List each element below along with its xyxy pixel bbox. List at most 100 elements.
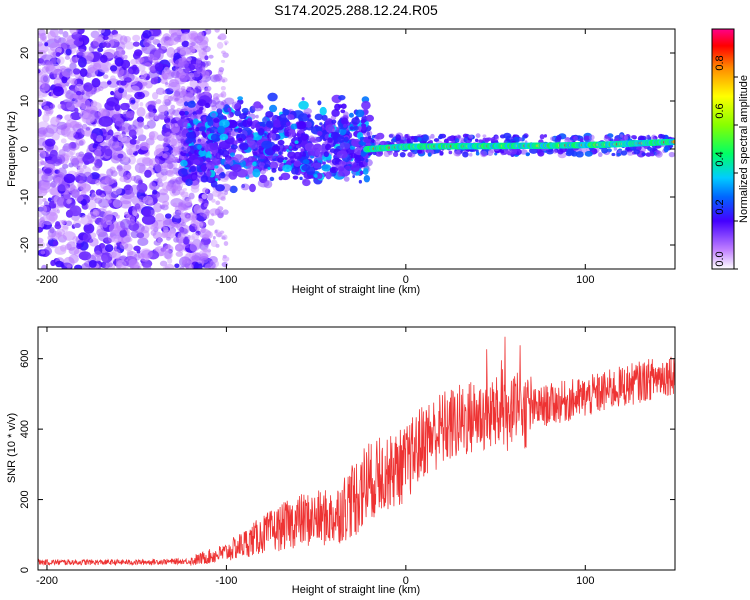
spectrogram-cell <box>310 136 315 140</box>
spectrogram-cell <box>348 112 354 118</box>
spectrogram-cell <box>124 41 135 50</box>
spectrogram-cell <box>616 152 622 157</box>
spectrogram-cell <box>200 136 206 142</box>
spectrogram-cell <box>214 129 219 133</box>
spectrogram-cell <box>144 169 152 178</box>
spectrogram-cell <box>261 140 273 149</box>
spectrogram-cell <box>90 133 98 140</box>
spectrogram-cell <box>241 107 249 114</box>
spectrogram-cell <box>158 111 169 120</box>
colorbar-tick-label: 0.6 <box>714 103 726 118</box>
spectrogram-cell <box>267 92 278 102</box>
spectrogram-cell <box>338 94 346 101</box>
snr-y-ticks: 0 200 400 600 <box>19 350 675 573</box>
spectrogram-cell <box>38 226 43 233</box>
spectrogram-cell <box>439 150 444 156</box>
spectrogram-cell <box>147 53 155 61</box>
spectrogram-cell <box>38 32 43 39</box>
spectrogram-cell <box>217 77 221 81</box>
spectrogram-cell <box>283 156 288 160</box>
spectrogram-cell <box>265 120 274 128</box>
spectrogram-cell <box>410 135 415 140</box>
spectrogram-cell <box>45 124 59 134</box>
spectrogram-cell <box>76 29 85 35</box>
spectrogram-cell <box>336 150 348 159</box>
spectrogram-cell <box>72 68 81 75</box>
spectrogram-cell <box>220 59 226 63</box>
spectrogram-cell <box>184 198 192 206</box>
spectrogram-cell <box>119 218 132 230</box>
spectrogram-cell <box>42 75 48 83</box>
spectrogram-cell <box>221 50 226 55</box>
spectrogram-cell <box>206 170 212 177</box>
spectrogram-cell <box>313 162 322 169</box>
spectrogram-cell <box>161 234 166 239</box>
spectrogram-cell <box>319 106 327 116</box>
spectrogram-cell <box>188 235 195 241</box>
spectrogram-x-ticks: -200 -100 0 100 <box>36 29 594 286</box>
spectrogram-cell <box>137 265 142 269</box>
spectrogram-cell <box>474 138 479 143</box>
spectrogram-cell <box>201 51 206 55</box>
spectrogram-cell <box>181 32 192 40</box>
spectrogram-cell <box>575 151 584 158</box>
spectrogram-cell <box>172 185 178 192</box>
spectrogram-cell <box>44 138 56 147</box>
spectrogram-cell <box>287 114 295 120</box>
spectrogram-y-label: Frequency (Hz) <box>6 111 18 187</box>
spectrogram-cell <box>132 51 141 60</box>
colorbar-label: Normalized spectral amplitude <box>738 75 750 223</box>
spectrogram-cell <box>168 230 175 239</box>
spectrogram-cell <box>63 192 72 200</box>
spectrogram-cell <box>156 134 166 141</box>
spectrogram-cell <box>38 127 48 135</box>
spectrogram-cell <box>406 138 411 143</box>
spectrogram-cell <box>142 208 151 217</box>
spectrogram-cell <box>40 54 55 66</box>
spectrogram-cell <box>122 235 132 244</box>
spectrogram-cell <box>223 241 229 247</box>
spectrogram-cell <box>216 41 224 49</box>
spectrogram-cell <box>206 192 214 201</box>
spectrogram-cell <box>231 101 241 110</box>
spectrogram-cell <box>41 214 56 225</box>
spectrogram-cell <box>302 179 311 187</box>
spectrogram-cell <box>49 226 55 234</box>
spectrogram-cell <box>208 54 214 59</box>
spectrogram-cell <box>210 133 221 142</box>
spectrogram-cell <box>314 148 326 158</box>
spectrogram-cell <box>137 121 143 127</box>
spectrogram-x-tick-label: -100 <box>215 274 237 286</box>
spectrogram-cell <box>219 133 229 141</box>
spectrogram-cell <box>148 35 157 43</box>
spectrogram-cell <box>152 189 158 195</box>
spectrogram-cell <box>263 180 273 189</box>
spectrogram-cell <box>47 235 53 241</box>
spectrogram-cell <box>367 135 372 140</box>
spectrogram-cell <box>166 236 171 241</box>
spectrogram-cell <box>228 171 238 180</box>
spectrogram-cell <box>110 75 116 81</box>
spectrogram-cell <box>282 164 293 173</box>
spectrogram-cell <box>150 224 159 232</box>
spectrogram-cell <box>43 201 49 207</box>
spectrogram-cell <box>447 136 454 142</box>
spectrogram-cell <box>130 99 136 104</box>
spectrogram-cell <box>177 168 189 177</box>
spectrogram-cell <box>365 114 374 122</box>
spectrogram-cell <box>358 179 363 184</box>
spectrogram-cell <box>122 93 127 99</box>
spectrogram-cell <box>211 157 221 166</box>
spectrogram-cell <box>327 137 333 143</box>
spectrogram-cell <box>480 150 488 158</box>
spectrogram-cell <box>115 141 123 148</box>
spectrogram-cell <box>175 243 184 252</box>
spectrogram-cell <box>123 54 128 60</box>
spectrogram-cell <box>88 45 95 53</box>
spectrogram-cell <box>194 225 199 231</box>
spectrogram-cell <box>193 261 203 269</box>
spectrogram-cell <box>200 141 207 147</box>
spectrogram-cell <box>105 134 114 144</box>
spectrogram-cell <box>314 174 318 178</box>
spectrogram-cell <box>142 30 152 39</box>
